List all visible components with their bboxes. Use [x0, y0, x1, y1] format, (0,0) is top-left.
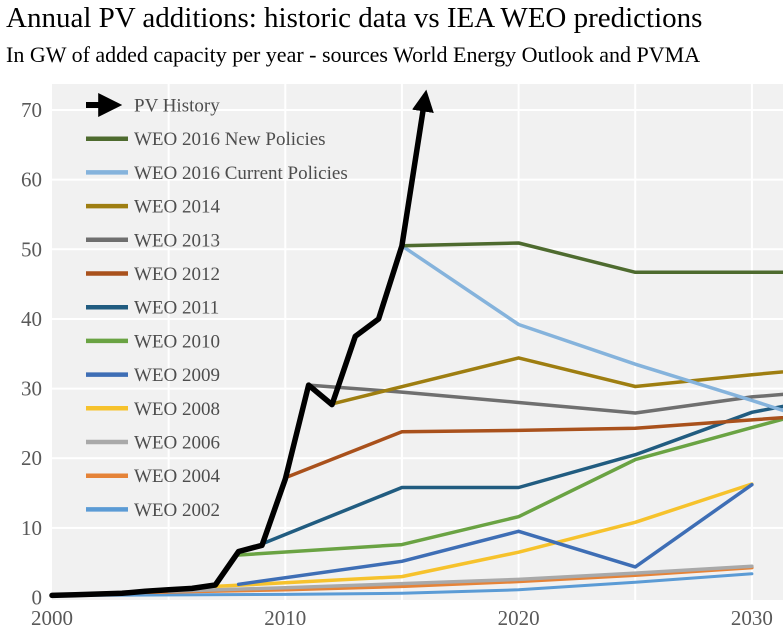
legend-item-weo-2016-current-policies: WEO 2016 Current Policies [86, 163, 348, 184]
series-line-weo-2010 [236, 417, 783, 557]
legend-item-weo-2011: WEO 2011 [86, 298, 219, 319]
legend-label-weo-2013: WEO 2013 [134, 230, 220, 251]
legend-label-weo-2011: WEO 2011 [134, 298, 219, 319]
y-tick-label: 20 [21, 446, 42, 470]
legend-item-weo-2004: WEO 2004 [86, 466, 221, 487]
x-tick-label: 2020 [498, 606, 540, 630]
series-line-weo-2016-new-policies [400, 241, 783, 275]
y-tick-label: 60 [21, 168, 42, 192]
legend-item-weo-2002: WEO 2002 [86, 500, 220, 521]
legend-label-pv-history: PV History [134, 96, 220, 117]
legend-label-weo-2012: WEO 2012 [134, 264, 220, 285]
gridlines [52, 84, 783, 600]
y-tick-label: 30 [21, 377, 42, 401]
series-line-weo-2006 [166, 564, 754, 593]
chart-title: Annual PV additions: historic data vs IE… [6, 2, 703, 34]
legend-label-weo-2002: WEO 2002 [134, 500, 220, 521]
legend-label-weo-2006: WEO 2006 [134, 433, 220, 454]
x-tick-label: 2000 [31, 606, 73, 630]
y-tick-label: 40 [21, 307, 42, 331]
series-line-pv-history [49, 89, 434, 599]
legend-label-weo-2008: WEO 2008 [134, 399, 220, 420]
y-tick-label: 0 [32, 586, 43, 610]
legend-item-weo-2010: WEO 2010 [86, 331, 220, 352]
series-line-weo-2002 [50, 572, 754, 597]
legend-item-weo-2008: WEO 2008 [86, 399, 220, 420]
legend-item-weo-2009: WEO 2009 [86, 365, 220, 386]
legend-item-pv-history: PV History [86, 93, 220, 117]
legend-label-weo-2010: WEO 2010 [134, 331, 220, 352]
legend-label-weo-2009: WEO 2009 [134, 365, 220, 386]
legend-label-weo-2004: WEO 2004 [134, 466, 221, 487]
series-line-weo-2016-current-policies [400, 244, 783, 413]
x-tick-label: 2030 [731, 606, 773, 630]
y-tick-label: 10 [21, 516, 42, 540]
series-lines [49, 89, 783, 599]
y-tick-label: 70 [21, 98, 42, 122]
legend-item-weo-2012: WEO 2012 [86, 264, 220, 285]
legend-item-weo-2013: WEO 2013 [86, 230, 220, 251]
legend-label-weo-2016-new-policies: WEO 2016 New Policies [134, 129, 326, 150]
chart-subtitle: In GW of added capacity per year - sourc… [6, 42, 701, 67]
legend-label-weo-2016-current-policies: WEO 2016 Current Policies [134, 163, 348, 184]
x-tick-label: 2010 [264, 606, 306, 630]
series-line-weo-2011 [260, 404, 783, 546]
legend-label-weo-2014: WEO 2014 [134, 197, 221, 218]
legend-item-weo-2014: WEO 2014 [86, 197, 221, 218]
series-line-weo-2009 [236, 482, 754, 587]
y-tick-label: 50 [21, 237, 42, 261]
legend-item-weo-2006: WEO 2006 [86, 433, 220, 454]
legend: PV History WEO 2016 New Policies WEO 2016 … [86, 93, 348, 521]
legend-item-weo-2016-new-policies: WEO 2016 New Policies [86, 129, 326, 150]
series-line-weo-2008 [213, 482, 754, 589]
series-line-weo-2012 [283, 415, 783, 480]
series-line-weo-2014 [330, 356, 783, 406]
